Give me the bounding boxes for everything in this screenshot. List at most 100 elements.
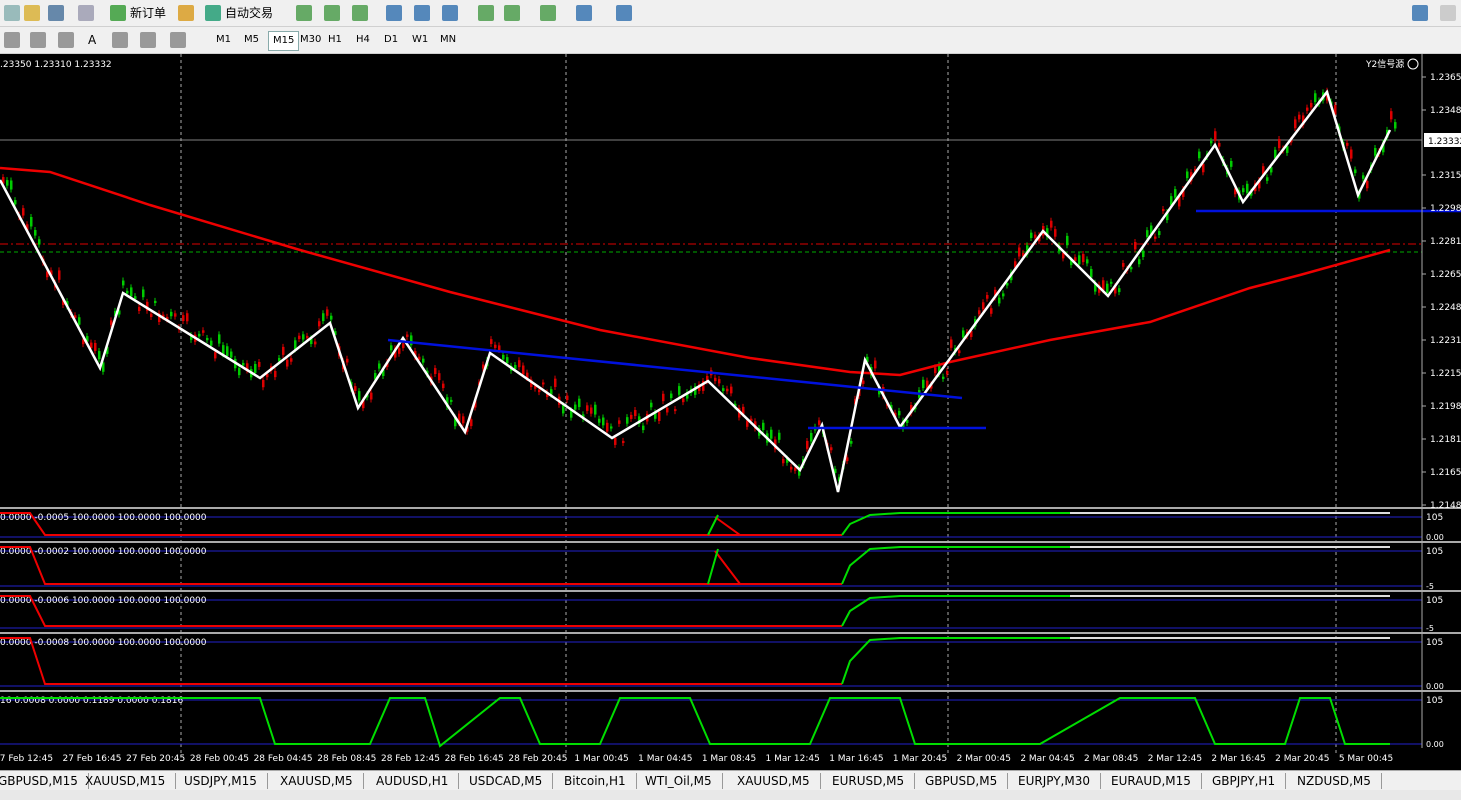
timeframe-button[interactable]: W1 bbox=[412, 34, 429, 45]
chart-tab[interactable]: EURAUD,M15 bbox=[1101, 773, 1202, 789]
chart-shape bbox=[1424, 133, 1461, 147]
candle-body bbox=[586, 405, 589, 411]
icon[interactable] bbox=[4, 5, 20, 21]
timeframe-button[interactable]: MN bbox=[440, 34, 457, 45]
icon[interactable] bbox=[414, 5, 430, 21]
candle-body bbox=[66, 301, 69, 307]
candle-body bbox=[1150, 225, 1153, 236]
candle-body bbox=[838, 477, 841, 482]
candle-body bbox=[970, 330, 973, 337]
icon[interactable] bbox=[576, 5, 592, 21]
candle-body bbox=[314, 341, 317, 345]
timeframe-button[interactable]: M30 bbox=[300, 34, 322, 45]
timeframe-button[interactable]: H1 bbox=[328, 34, 342, 45]
timeframe-button[interactable]: M15 bbox=[268, 31, 300, 51]
timeframe-button[interactable]: H4 bbox=[356, 34, 370, 45]
candle-body bbox=[634, 410, 637, 416]
icon[interactable] bbox=[140, 32, 156, 48]
candle-body bbox=[722, 388, 725, 392]
chart-tab[interactable]: Bitcoin,H1 bbox=[554, 773, 637, 789]
chart-tab[interactable]: XAUUSD,M5 bbox=[270, 773, 364, 789]
candle-body bbox=[670, 393, 673, 399]
chat-icon[interactable] bbox=[1440, 5, 1456, 21]
candle-body bbox=[1366, 180, 1369, 189]
candle-body bbox=[978, 310, 981, 315]
candle-body bbox=[242, 362, 245, 366]
candle-body bbox=[982, 302, 985, 310]
candle-body bbox=[1002, 293, 1005, 297]
candle-body bbox=[370, 392, 373, 400]
icon[interactable] bbox=[504, 5, 520, 21]
price-label: 1.22650 bbox=[1430, 270, 1461, 280]
icon[interactable] bbox=[324, 5, 340, 21]
icon[interactable] bbox=[296, 5, 312, 21]
auto-trade-button[interactable]: 自动交易 bbox=[225, 6, 274, 20]
chart-tab[interactable]: USDJPY,M15 bbox=[174, 773, 268, 789]
chart-tab[interactable]: NZDUSD,M5 bbox=[1287, 773, 1382, 789]
candle-body bbox=[134, 296, 137, 300]
icon[interactable] bbox=[352, 5, 368, 21]
icon[interactable] bbox=[442, 5, 458, 21]
time-label: 28 Feb 16:45 bbox=[445, 754, 504, 764]
candle-body bbox=[678, 386, 681, 395]
chart-tab[interactable]: AUDUSD,H1 bbox=[366, 773, 460, 789]
price-label: 1.21485 bbox=[1430, 501, 1461, 511]
chart-tab[interactable]: XAUUSD,M5 bbox=[727, 773, 821, 789]
icon[interactable] bbox=[48, 5, 64, 21]
candle-body bbox=[1110, 281, 1113, 284]
new-order-button[interactable]: 新订单 bbox=[130, 6, 167, 20]
chart-tab[interactable]: GBPJPY,H1 bbox=[1202, 773, 1287, 789]
text-tool[interactable]: A bbox=[88, 33, 97, 47]
icon[interactable] bbox=[30, 32, 46, 48]
timeframe-button[interactable]: D1 bbox=[384, 34, 399, 45]
icon[interactable] bbox=[110, 5, 126, 21]
candle-body bbox=[50, 270, 53, 276]
candle-body bbox=[622, 440, 625, 444]
candle-body bbox=[498, 345, 501, 351]
icon[interactable] bbox=[205, 5, 221, 21]
chart-tab[interactable]: GBPUSD,M15 bbox=[0, 773, 89, 789]
candle-body bbox=[298, 335, 301, 340]
candle-body bbox=[62, 299, 65, 306]
timeframe-button[interactable]: M1 bbox=[216, 34, 231, 45]
time-label: 2 Mar 20:45 bbox=[1275, 754, 1329, 764]
icon[interactable] bbox=[386, 5, 402, 21]
timeframe-button[interactable]: M5 bbox=[244, 34, 259, 45]
candle-body bbox=[922, 379, 925, 389]
icon[interactable] bbox=[616, 5, 632, 21]
indicator-bottom: 0.00 bbox=[1426, 682, 1444, 691]
candle-body bbox=[446, 397, 449, 407]
candle-body bbox=[514, 364, 517, 369]
search-icon[interactable] bbox=[1412, 5, 1428, 21]
chart-tab[interactable]: XAUUSD,M15 bbox=[75, 773, 177, 789]
icon[interactable] bbox=[78, 5, 94, 21]
chart-tab[interactable]: USDCAD,M5 bbox=[459, 773, 554, 789]
candle-body bbox=[850, 441, 853, 444]
candle-body bbox=[1394, 122, 1397, 129]
icon[interactable] bbox=[540, 5, 556, 21]
candle-body bbox=[1134, 242, 1137, 250]
candle-body bbox=[762, 422, 765, 431]
icon[interactable] bbox=[170, 32, 186, 48]
chart-tab[interactable]: GBPUSD,M5 bbox=[915, 773, 1009, 789]
icon[interactable] bbox=[178, 5, 194, 21]
chart-tab[interactable]: EURJPY,M30 bbox=[1008, 773, 1101, 789]
time-label: 27 Feb 16:45 bbox=[62, 754, 121, 764]
chart-tab[interactable]: EURUSD,M5 bbox=[822, 773, 916, 789]
candle-body bbox=[674, 409, 677, 412]
icon[interactable] bbox=[24, 5, 40, 21]
chart-tabs: GBPUSD,M15 XAUUSD,M15 USDJPY,M15 XAUUSD,M5 A… bbox=[0, 770, 1461, 791]
icon[interactable] bbox=[478, 5, 494, 21]
candle-body bbox=[378, 363, 381, 369]
chart-tab[interactable]: WTI_Oil,M5 bbox=[635, 773, 723, 789]
icon[interactable] bbox=[58, 32, 74, 48]
candle-body bbox=[1258, 180, 1261, 189]
icon[interactable] bbox=[112, 32, 128, 48]
candle-body bbox=[126, 290, 129, 294]
candle-body bbox=[1262, 166, 1265, 175]
indicator-header: 0.0000 -0.0006 100.0000 100.0000 100.000… bbox=[0, 596, 207, 606]
icon[interactable] bbox=[4, 32, 20, 48]
candle-body bbox=[262, 379, 265, 388]
candle-body bbox=[318, 321, 321, 327]
candle-body bbox=[490, 339, 493, 344]
